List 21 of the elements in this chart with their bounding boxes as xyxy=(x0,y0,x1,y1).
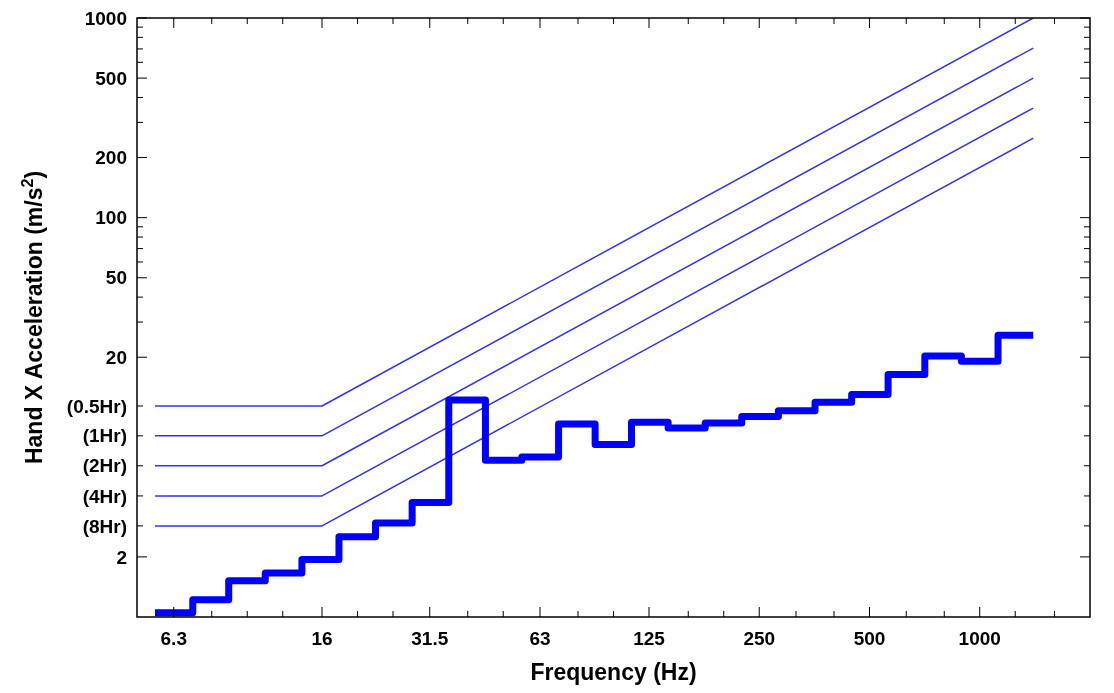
x-tick-label: 1000 xyxy=(958,628,1001,649)
x-tick-label: 63 xyxy=(529,628,551,649)
x-tick-label: 6.3 xyxy=(160,628,187,649)
y-tick-label: 1000 xyxy=(84,7,127,29)
y-tick-label: 100 xyxy=(95,207,127,229)
series-label: (8Hr) xyxy=(82,515,127,537)
x-tick-label: 250 xyxy=(743,628,776,649)
y-tick-label: 500 xyxy=(95,67,127,89)
series-label: (4Hr) xyxy=(82,485,127,507)
y-tick-label: 2 xyxy=(116,546,127,568)
series-label: (0.5Hr) xyxy=(66,395,127,417)
y-tick-label: 200 xyxy=(95,147,127,169)
series-label: (1Hr) xyxy=(82,425,127,447)
series-label: (2Hr) xyxy=(82,455,127,477)
y-tick-label: 50 xyxy=(105,267,127,289)
y-tick-label: 20 xyxy=(105,346,127,368)
x-tick-label: 31.5 xyxy=(411,628,449,649)
x-tick-label: 125 xyxy=(633,628,666,649)
x-axis-title: Frequency (Hz) xyxy=(530,659,697,685)
x-tick-label: 500 xyxy=(853,628,886,649)
x-tick-label: 16 xyxy=(311,628,333,649)
